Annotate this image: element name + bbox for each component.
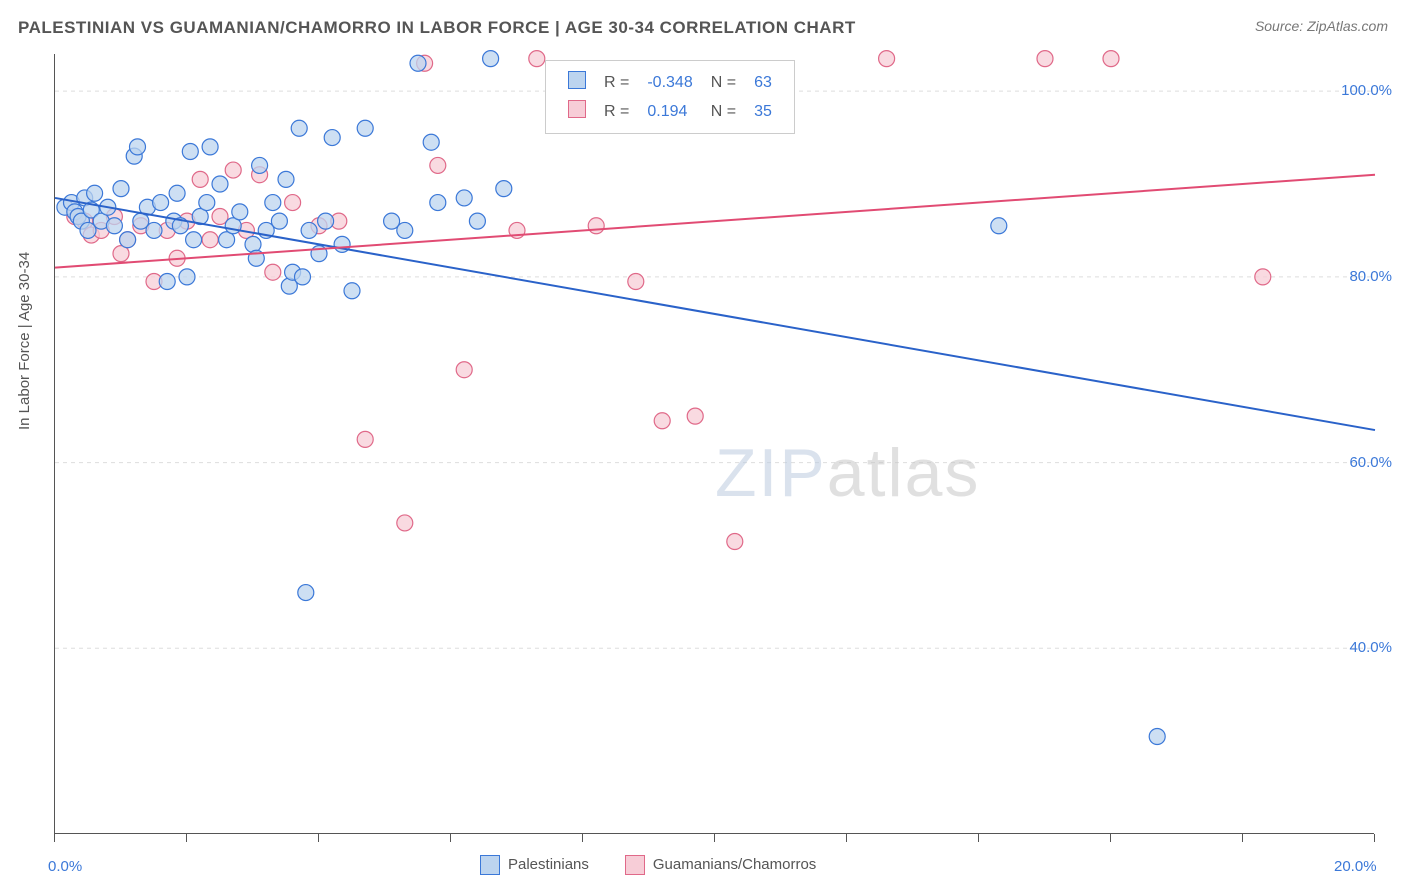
corr-r-s1: -0.348 xyxy=(639,69,700,96)
legend-item-s2: Guamanians/Chamorros xyxy=(625,855,816,875)
legend: Palestinians Guamanians/Chamorros xyxy=(480,855,816,875)
corr-swatch-s1 xyxy=(568,71,586,89)
plot-svg xyxy=(55,54,1375,834)
corr-r-s2: 0.194 xyxy=(639,98,700,125)
legend-swatch-s2 xyxy=(625,855,645,875)
y-tick-label: 60.0% xyxy=(1349,454,1392,471)
correlation-box: R = -0.348 N = 63 R = 0.194 N = 35 xyxy=(545,60,795,134)
y-axis-label: In Labor Force | Age 30-34 xyxy=(16,252,33,430)
chart-area: ZIPatlas R = -0.348 N = 63 R = 0.194 N =… xyxy=(54,54,1374,834)
legend-swatch-s1 xyxy=(480,855,500,875)
x-axis-min: 0.0% xyxy=(48,858,82,875)
chart-title: PALESTINIAN VS GUAMANIAN/CHAMORRO IN LAB… xyxy=(18,18,1388,38)
corr-n-s1: 63 xyxy=(746,69,780,96)
y-tick-label: 80.0% xyxy=(1349,268,1392,285)
source-label: Source: ZipAtlas.com xyxy=(1255,18,1388,34)
y-tick-label: 40.0% xyxy=(1349,639,1392,656)
corr-swatch-s2 xyxy=(568,100,586,118)
corr-r-label: R = xyxy=(596,69,637,96)
corr-n-s2: 35 xyxy=(746,98,780,125)
y-tick-label: 100.0% xyxy=(1341,82,1392,99)
corr-n-label: N = xyxy=(703,69,744,96)
corr-n-label: N = xyxy=(703,98,744,125)
x-axis-max: 20.0% xyxy=(1334,858,1377,875)
legend-item-s1: Palestinians xyxy=(480,855,589,875)
corr-r-label: R = xyxy=(596,98,637,125)
